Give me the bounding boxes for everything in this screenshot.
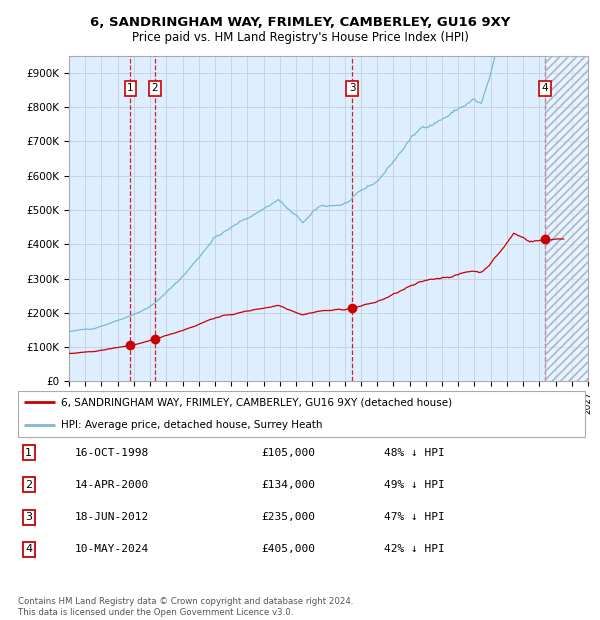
Text: 2: 2 [25, 480, 32, 490]
Text: 42% ↓ HPI: 42% ↓ HPI [384, 544, 445, 554]
Text: 49% ↓ HPI: 49% ↓ HPI [384, 480, 445, 490]
Text: 48% ↓ HPI: 48% ↓ HPI [384, 448, 445, 458]
Text: 4: 4 [542, 83, 548, 94]
Text: 6, SANDRINGHAM WAY, FRIMLEY, CAMBERLEY, GU16 9XY: 6, SANDRINGHAM WAY, FRIMLEY, CAMBERLEY, … [90, 16, 510, 29]
Text: 1: 1 [127, 83, 134, 94]
Text: 16-OCT-1998: 16-OCT-1998 [75, 448, 149, 458]
Text: 1: 1 [25, 448, 32, 458]
Bar [545, 56, 588, 381]
Bar [545, 56, 588, 381]
Text: 6, SANDRINGHAM WAY, FRIMLEY, CAMBERLEY, GU16 9XY (detached house): 6, SANDRINGHAM WAY, FRIMLEY, CAMBERLEY, … [61, 397, 452, 407]
Text: 3: 3 [349, 83, 355, 94]
Text: 10-MAY-2024: 10-MAY-2024 [75, 544, 149, 554]
Text: 4: 4 [25, 544, 32, 554]
Text: Contains HM Land Registry data © Crown copyright and database right 2024.
This d: Contains HM Land Registry data © Crown c… [18, 598, 353, 617]
Text: 18-JUN-2012: 18-JUN-2012 [75, 512, 149, 522]
Text: 2: 2 [151, 83, 158, 94]
Text: £105,000: £105,000 [261, 448, 315, 458]
Text: 14-APR-2000: 14-APR-2000 [75, 480, 149, 490]
Text: £405,000: £405,000 [261, 544, 315, 554]
Bar [545, 56, 588, 381]
Text: Price paid vs. HM Land Registry's House Price Index (HPI): Price paid vs. HM Land Registry's House … [131, 31, 469, 44]
Bar [545, 56, 588, 381]
Text: HPI: Average price, detached house, Surrey Heath: HPI: Average price, detached house, Surr… [61, 420, 322, 430]
FancyBboxPatch shape [18, 391, 585, 437]
Text: £134,000: £134,000 [261, 480, 315, 490]
Text: £235,000: £235,000 [261, 512, 315, 522]
Text: 3: 3 [25, 512, 32, 522]
Bar [545, 56, 588, 381]
Text: 47% ↓ HPI: 47% ↓ HPI [384, 512, 445, 522]
